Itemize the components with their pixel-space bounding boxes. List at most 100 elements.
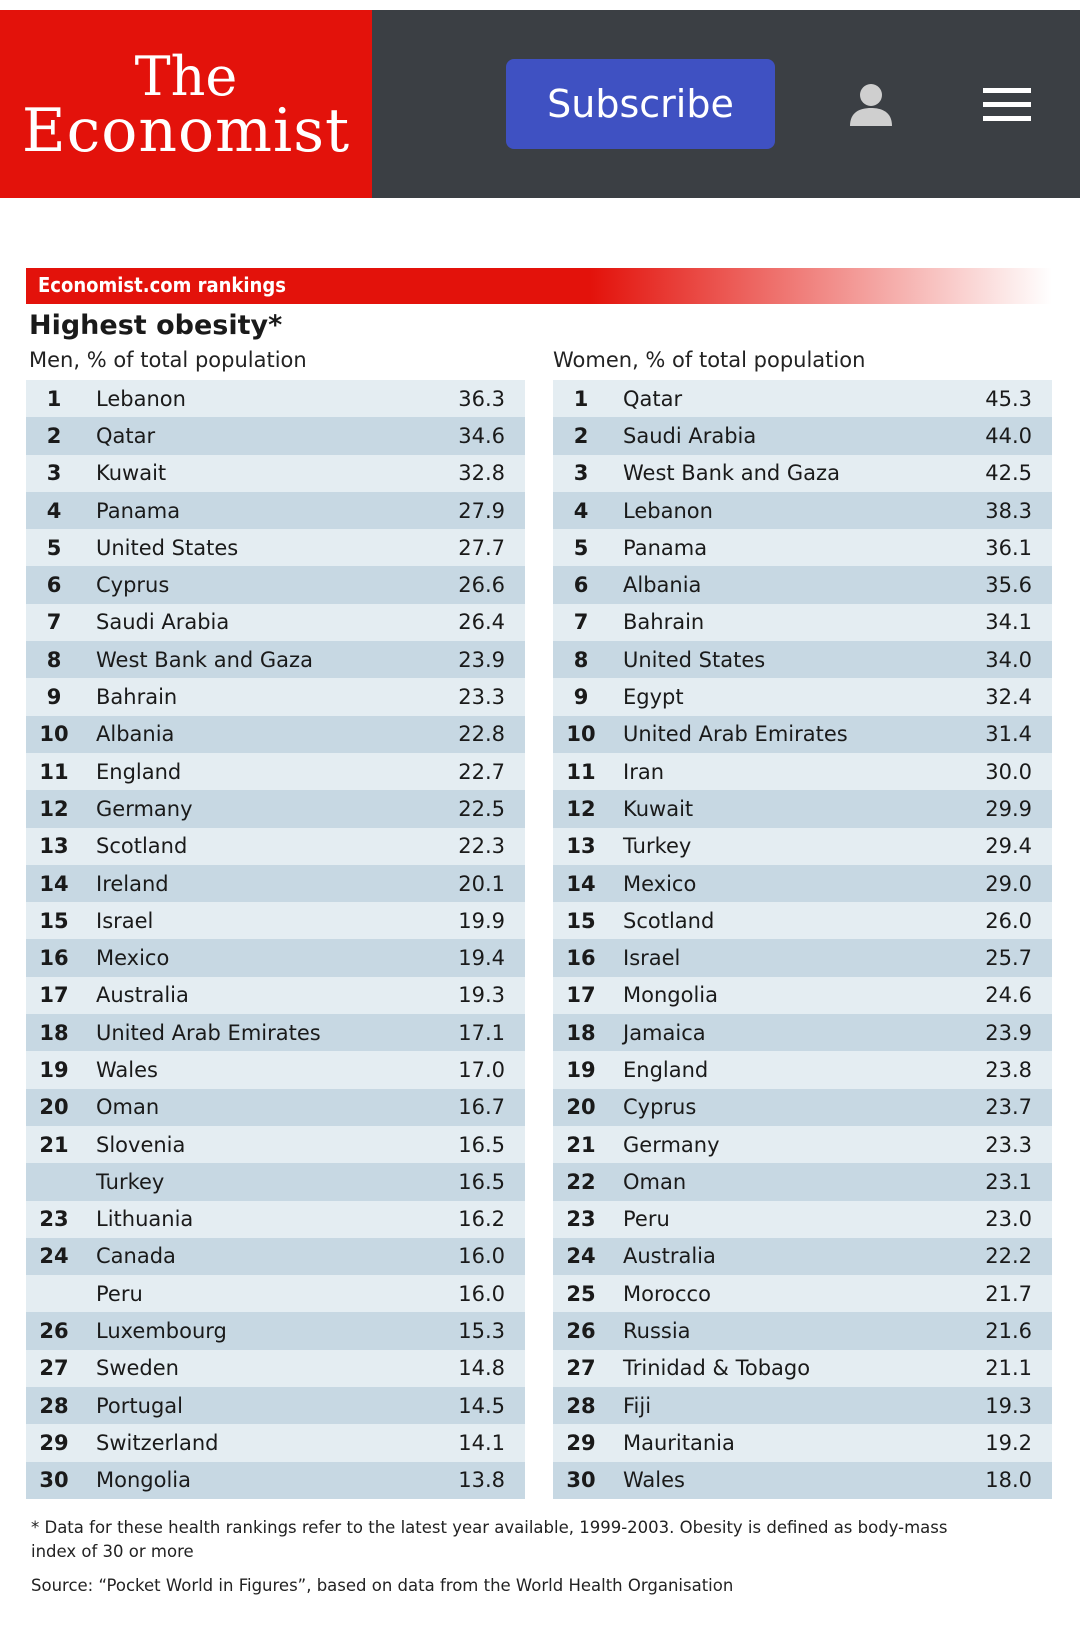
value-cell: 29.4: [985, 834, 1032, 859]
rank-cell: 10: [39, 722, 69, 747]
rank-cell: 9: [573, 685, 589, 710]
rank-cell: 27: [39, 1356, 69, 1381]
table-row: 20 Cyprus 23.7: [553, 1088, 1052, 1126]
table-row: 25 Morocco 21.7: [553, 1275, 1052, 1313]
country-cell: Mongolia: [96, 1468, 191, 1493]
value-cell: 24.6: [985, 983, 1032, 1008]
table-row: 24 Canada 16.0: [26, 1237, 525, 1276]
table-row: 4 Lebanon 38.3: [553, 491, 1052, 530]
value-cell: 17.0: [458, 1057, 505, 1082]
table-row: 7 Saudi Arabia 26.4: [26, 603, 525, 642]
rank-cell: 27: [566, 1356, 596, 1381]
table-row: 5 Panama 36.1: [553, 529, 1052, 567]
country-cell: Qatar: [96, 423, 156, 448]
subscribe-button[interactable]: Subscribe: [506, 59, 775, 149]
country-cell: United States: [96, 535, 239, 560]
chart-title: Highest obesity*: [29, 310, 283, 341]
value-cell: 14.1: [458, 1430, 505, 1455]
country-cell: Kuwait: [623, 796, 694, 821]
table-row: 16 Mexico 19.4: [26, 939, 525, 977]
value-cell: 16.0: [458, 1244, 505, 1269]
value-cell: 16.5: [458, 1169, 505, 1194]
value-cell: 23.0: [985, 1207, 1032, 1232]
country-cell: Mexico: [623, 871, 697, 896]
rank-cell: 8: [573, 647, 589, 672]
table-row: 21 Slovenia 16.5: [26, 1125, 525, 1164]
rank-cell: 13: [566, 834, 596, 859]
rank-cell: 13: [39, 834, 69, 859]
table-row: 13 Scotland 22.3: [26, 827, 525, 865]
hamburger-menu-icon[interactable]: [983, 85, 1033, 125]
economist-logo[interactable]: The Economist: [0, 10, 372, 198]
country-cell: Mexico: [96, 946, 170, 971]
rank-cell: 17: [39, 983, 69, 1008]
table-row: 14 Ireland 20.1: [26, 864, 525, 903]
value-cell: 30.0: [985, 759, 1032, 784]
rank-cell: 5: [573, 535, 589, 560]
rank-cell: 30: [39, 1468, 69, 1493]
table-row: 30 Mongolia 13.8: [26, 1461, 525, 1499]
value-cell: 45.3: [985, 386, 1032, 411]
value-cell: 34.1: [985, 610, 1032, 635]
country-cell: United States: [623, 647, 766, 672]
rank-cell: 15: [566, 908, 596, 933]
table-row: 8 United States 34.0: [553, 641, 1052, 679]
table-row: 19 England 23.8: [553, 1051, 1052, 1089]
table-row: 18 United Arab Emirates 17.1: [26, 1014, 525, 1052]
value-cell: 22.8: [458, 722, 505, 747]
rank-cell: 3: [573, 461, 589, 486]
rank-cell: 23: [566, 1207, 596, 1232]
rank-cell: 7: [46, 610, 62, 635]
country-cell: Peru: [96, 1281, 143, 1306]
logo-line-2: Economist: [21, 96, 351, 166]
rank-cell: 28: [566, 1393, 596, 1418]
source-note: Source: “Pocket World in Figures”, based…: [31, 1576, 734, 1595]
rank-cell: 20: [566, 1095, 596, 1120]
table-row: 1 Qatar 45.3: [553, 380, 1052, 418]
table-row: 1 Lebanon 36.3: [26, 380, 525, 418]
table-row: 17 Australia 19.3: [26, 976, 525, 1015]
user-icon[interactable]: [846, 80, 896, 130]
value-cell: 23.9: [985, 1020, 1032, 1045]
rank-cell: 26: [566, 1319, 596, 1344]
rank-cell: 16: [39, 946, 69, 971]
rank-cell: 18: [566, 1020, 596, 1045]
country-cell: Switzerland: [96, 1430, 219, 1455]
table-row: Peru 16.0: [26, 1275, 525, 1313]
table-row: 20 Oman 16.7: [26, 1088, 525, 1126]
women-table: 1 Qatar 45.3 2 Saudi Arabia 44.0 3 West Bank an…: [553, 380, 1052, 1499]
country-cell: Oman: [96, 1095, 160, 1120]
value-cell: 17.1: [458, 1020, 505, 1045]
table-row: 15 Scotland 26.0: [553, 902, 1052, 940]
table-row: 9 Egypt 32.4: [553, 678, 1052, 716]
country-cell: England: [623, 1057, 709, 1082]
country-cell: Fiji: [623, 1393, 652, 1418]
value-cell: 21.1: [985, 1356, 1032, 1381]
table-row: 13 Turkey 29.4: [553, 827, 1052, 865]
rank-cell: 7: [573, 610, 589, 635]
country-cell: West Bank and Gaza: [96, 647, 313, 672]
table-row: 7 Bahrain 34.1: [553, 603, 1052, 642]
country-cell: Albania: [96, 722, 175, 747]
table-row: 8 West Bank and Gaza 23.9: [26, 641, 525, 679]
country-cell: Egypt: [623, 685, 684, 710]
value-cell: 22.2: [985, 1244, 1032, 1269]
rank-cell: 8: [46, 647, 62, 672]
rank-cell: 14: [39, 871, 69, 896]
value-cell: 13.8: [458, 1468, 505, 1493]
country-cell: Portugal: [96, 1393, 183, 1418]
value-cell: 25.7: [985, 946, 1032, 971]
value-cell: 27.7: [458, 535, 505, 560]
country-cell: Jamaica: [623, 1020, 706, 1045]
value-cell: 29.9: [985, 796, 1032, 821]
value-cell: 23.9: [458, 647, 505, 672]
table-row: 2 Qatar 34.6: [26, 417, 525, 455]
table-row: 3 West Bank and Gaza 42.5: [553, 454, 1052, 492]
value-cell: 22.3: [458, 834, 505, 859]
table-row: 19 Wales 17.0: [26, 1051, 525, 1089]
country-cell: Mongolia: [623, 983, 718, 1008]
rank-cell: 2: [573, 423, 589, 448]
country-cell: West Bank and Gaza: [623, 461, 840, 486]
value-cell: 19.4: [458, 946, 505, 971]
table-row: 5 United States 27.7: [26, 529, 525, 567]
